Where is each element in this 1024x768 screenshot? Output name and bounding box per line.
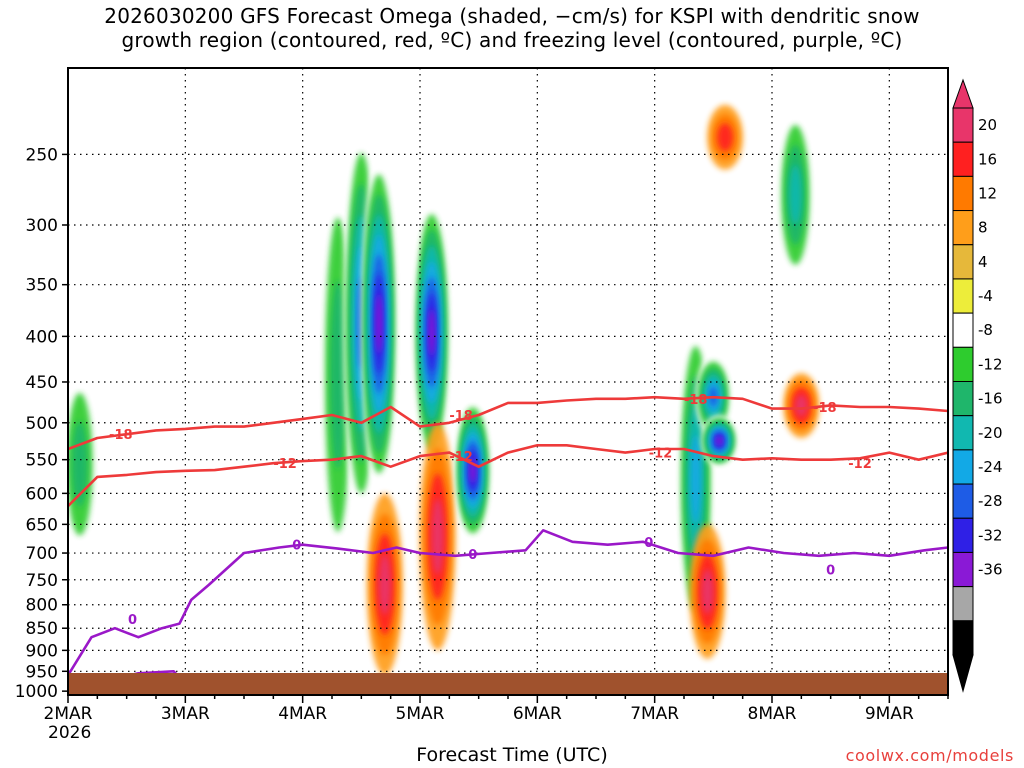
omega-cell-13-3 [795,394,808,417]
colorbar-box-0 [952,107,974,143]
colorbar-label-10: -24 [978,458,1003,476]
contour-labels: -18 -12 -18 -12 -12 -18 -18 -12 0 0 0 0 0 [109,393,872,628]
y-tick-label-5: 500 [26,414,58,434]
omega-cell-14-3 [789,164,802,225]
colorbar-cap-top [952,78,974,109]
colorbar-label-11: -28 [978,492,1003,510]
x-tick-label-6: 8MAR [748,704,797,724]
chart-title: 2026030200 GFS Forecast Omega (shaded, −… [0,4,1024,52]
colorbar-label-6: -8 [978,321,993,339]
colorbar-box-10 [952,449,974,485]
omega-shading [68,104,820,676]
contour-label-1: -12 [273,457,297,472]
omega-cell-11-7 [716,436,723,446]
y-tick-label-9: 700 [26,544,58,564]
y-tick-label-14: 950 [26,662,58,682]
x-tick-label-5: 7MAR [630,704,679,724]
colorbar-cap-bottom [952,654,974,693]
colorbar-box-7 [952,346,974,382]
omega-cell-5-7 [428,308,435,357]
colorbar-box-13 [952,551,974,588]
x-tick-label-1: 3MAR [161,704,210,724]
colorbar-box-9 [952,415,974,451]
contour-label-8: 0 [128,613,137,628]
x-axis-title: Forecast Time (UTC) [416,744,608,766]
omega-cell-6-3 [431,498,444,575]
contour-label-3: -12 [449,450,473,465]
colorbar-label-7: -12 [978,355,1003,373]
colorbar-label-0: 20 [978,116,997,134]
colorbar: 20 16 12 8 4 -4 -8 -12 -16 -20 -24 -28 -32 -36 [952,78,1003,693]
colorbar-box-6 [952,312,974,348]
y-axis: 2503003504004505005506006507007508008509… [15,145,68,702]
y-tick-label-8: 650 [26,515,58,535]
y-tick-label-4: 450 [26,373,58,393]
colorbar-label-3: 8 [978,219,988,237]
chart-title-line2: growth region (contoured, red, ºC) and f… [121,28,903,52]
y-tick-label-11: 800 [26,596,58,616]
contour-label-7: -12 [848,457,872,472]
contour-line-0 [68,395,948,451]
contour-line-2 [68,528,948,676]
x-axis: 2MAR 3MAR 4MAR 5MAR 6MAR 7MAR 8MAR 9MAR [44,695,949,724]
y-tick-label-6: 550 [26,451,58,471]
y-tick-label-2: 350 [26,276,58,296]
y-tick-label-12: 850 [26,619,58,639]
colorbar-box-5 [952,278,974,314]
colorbar-label-1: 16 [978,150,997,168]
colorbar-label-2: 12 [978,184,997,202]
colorbar-box-4 [952,244,974,280]
omega-cell-4-3 [378,554,391,615]
contour-label-4: -12 [649,447,673,462]
colorbar-box-3 [952,210,974,246]
x-tick-label-7: 9MAR [865,704,914,724]
contour-label-12: 0 [826,563,835,578]
omega-cell-10-3 [701,569,714,615]
x-tick-label-2: 4MAR [278,704,327,724]
y-tick-label-15: 1000 [15,682,58,702]
contour-label-11: 0 [644,536,653,551]
omega-cell-3-7 [375,293,383,354]
contour-label-10: 0 [468,548,477,563]
colorbar-label-4: 4 [978,253,988,271]
colorbar-label-9: -20 [978,424,1003,442]
colorbar-box-12 [952,517,974,553]
x-tick-label-3: 5MAR [396,704,445,724]
contour-label-9: 0 [292,539,301,554]
chart-title-line1: 2026030200 GFS Forecast Omega (shaded, −… [104,4,920,28]
y-tick-label-7: 600 [26,484,58,504]
contour-line-1 [68,443,948,508]
colorbar-box-1 [952,141,974,177]
colorbar-box-2 [952,175,974,212]
omega-cell-12-2 [717,123,733,152]
colorbar-box-14 [952,586,974,622]
contour-label-2: -18 [449,409,473,424]
x-tick-label-4: 6MAR [513,704,562,724]
x-axis-year: 2026 [48,723,91,743]
colorbar-box-11 [952,483,974,519]
terrain-ground [69,673,948,695]
y-tick-label-0: 250 [26,145,58,165]
y-tick-label-13: 900 [26,641,58,661]
colorbar-label-8: -16 [978,390,1003,408]
colorbar-label-13: -36 [978,561,1003,579]
colorbar-label-5: -4 [978,287,993,305]
y-tick-label-10: 750 [26,571,58,591]
contour-label-0: -18 [109,428,133,443]
colorbar-box-8 [952,381,974,417]
site-credit: coolwx.com/models [845,746,1014,765]
contour-label-5: -18 [684,393,708,408]
omega-cell-8-4 [690,434,701,524]
y-tick-label-3: 400 [26,327,58,347]
colorbar-box-15 [952,620,974,656]
contour-label-6: -18 [813,401,837,416]
grid-lines [67,68,948,695]
x-tick-label-0: 2MAR [44,704,93,724]
y-tick-label-1: 300 [26,216,58,236]
colorbar-label-12: -32 [978,526,1003,544]
omega-cell-1-2 [330,280,346,470]
